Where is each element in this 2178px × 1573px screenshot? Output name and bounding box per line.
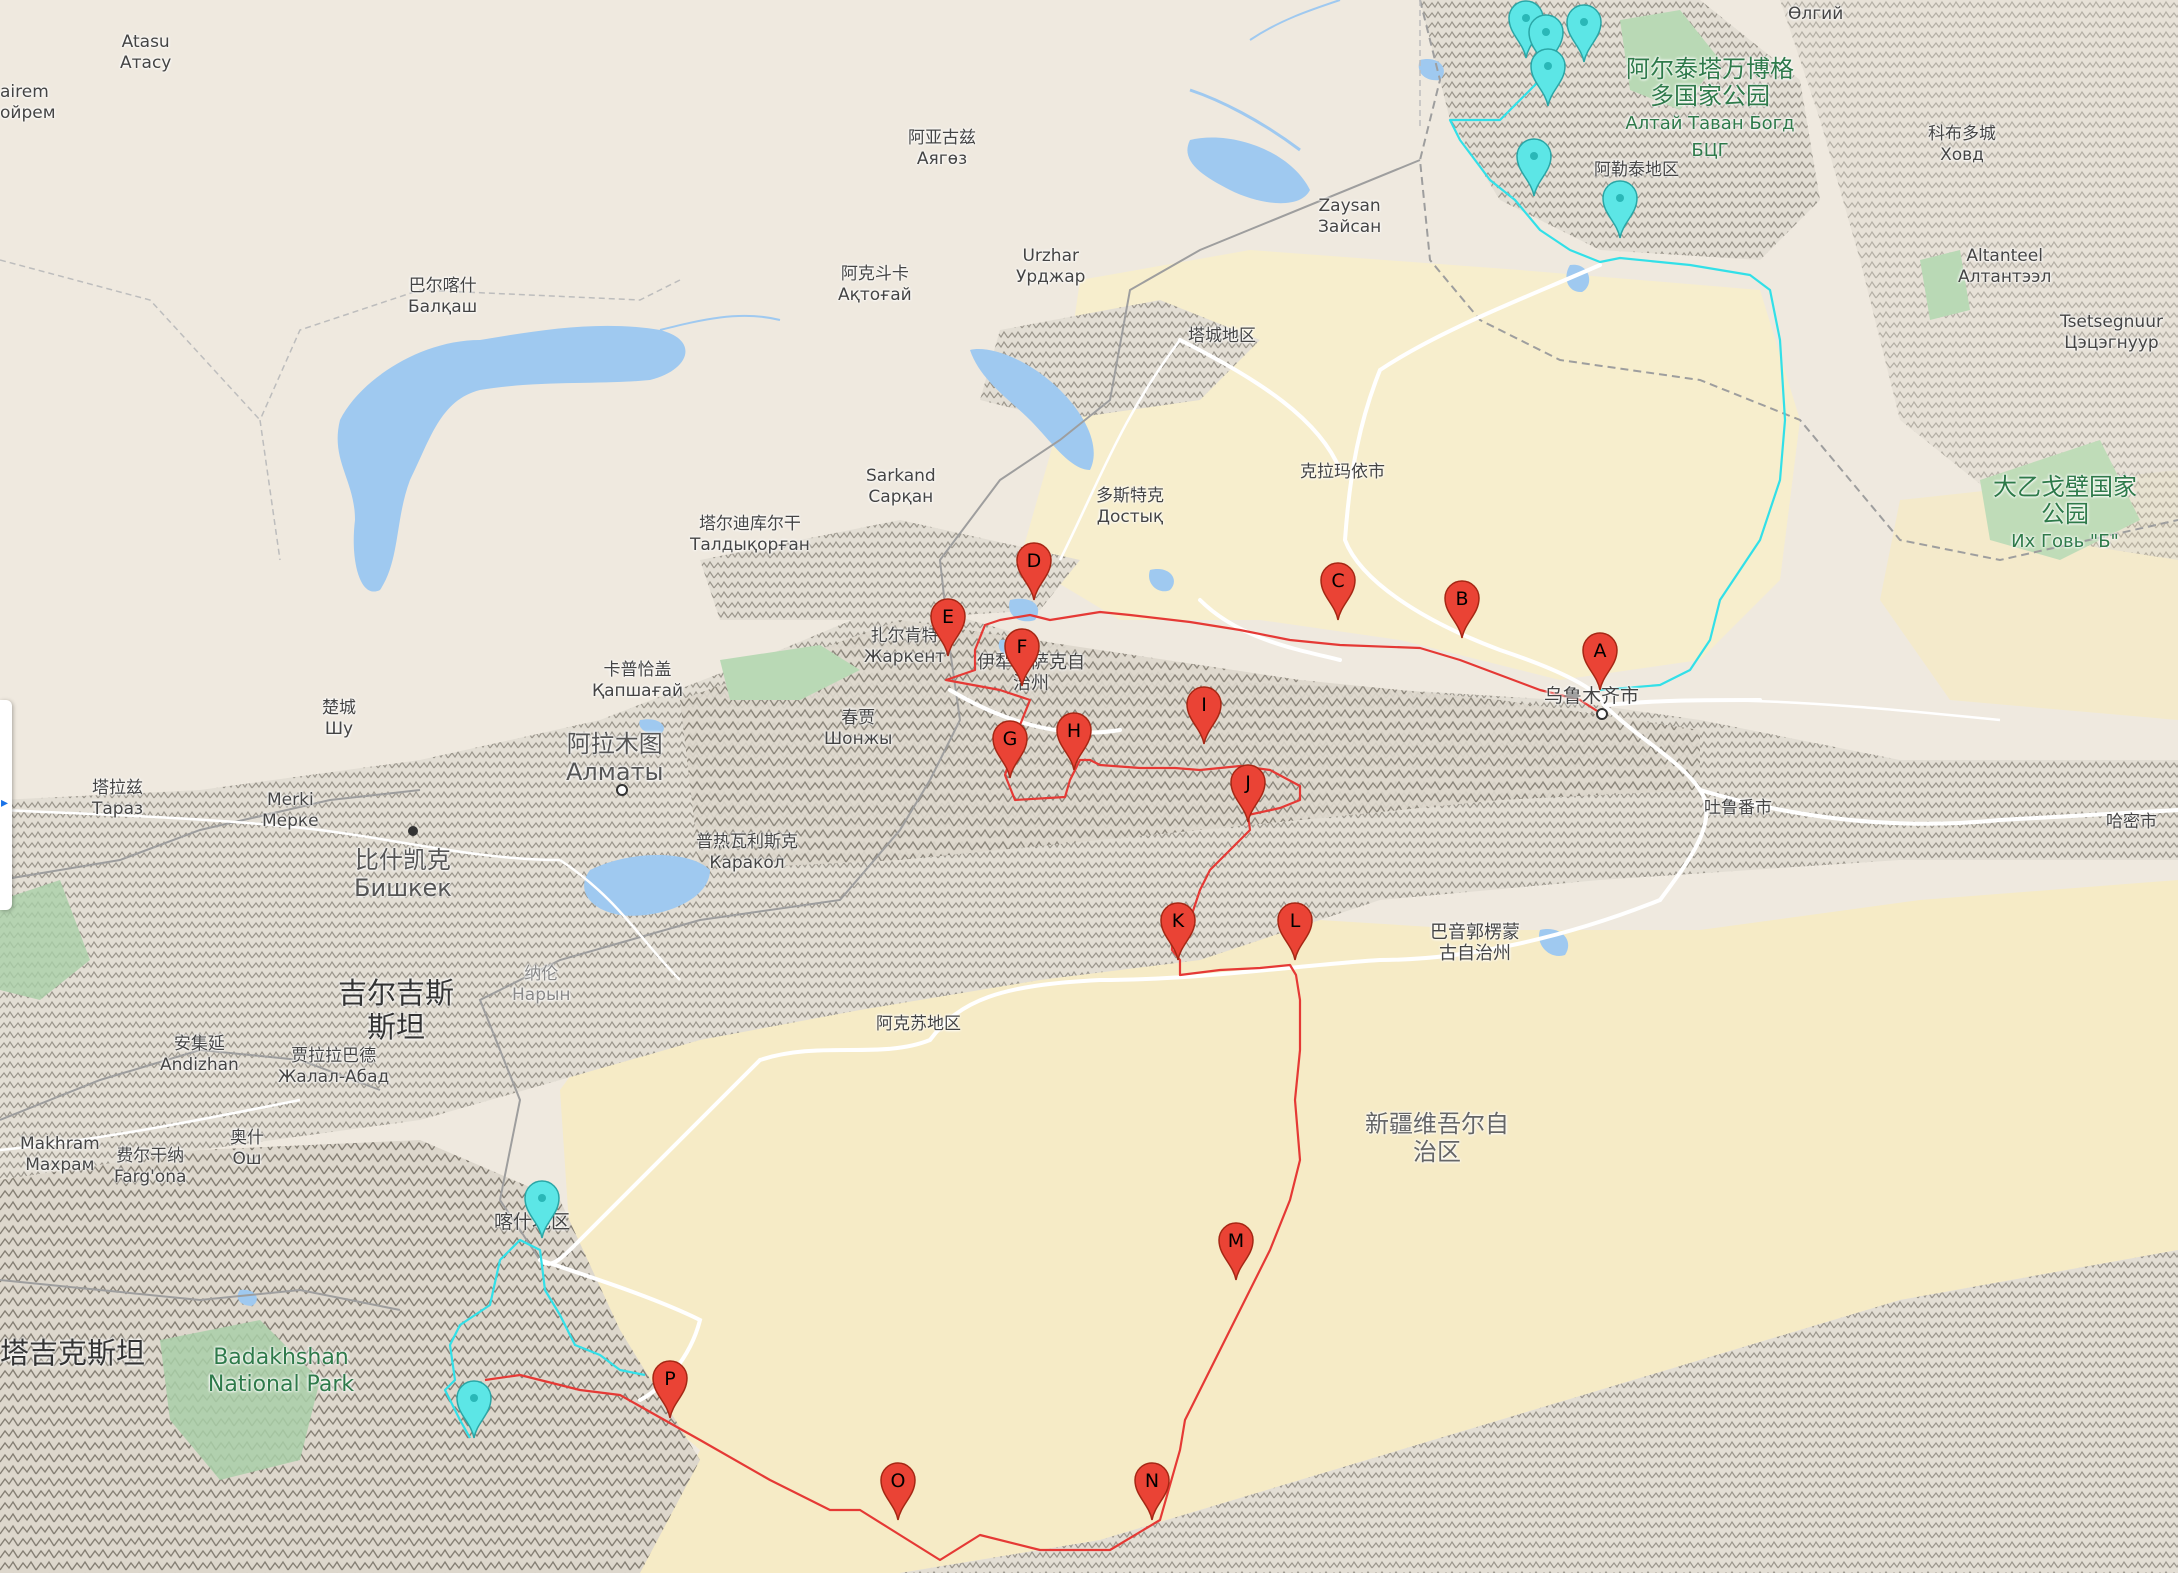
label-andijan: 安集延 Andizhan	[160, 1034, 239, 1075]
marker-letter: C	[1331, 570, 1344, 592]
route-marker-a[interactable]: A	[1582, 632, 1618, 691]
waypoint-marker-cyan-4[interactable]	[1530, 48, 1566, 107]
label-atasu: Atasu Атасу	[120, 32, 172, 73]
marker-letter: E	[942, 606, 954, 628]
waypoint-marker-cyan-5[interactable]	[1516, 138, 1552, 197]
route-marker-n[interactable]: N	[1134, 1462, 1170, 1521]
marker-letter: B	[1455, 588, 1468, 610]
route-marker-j[interactable]: J	[1230, 764, 1266, 823]
label-tsetsegnuur: Tsetsegnuur Цэцэгнуур	[2060, 312, 2163, 353]
marker-dot	[1580, 18, 1588, 26]
marker-letter: F	[1017, 636, 1028, 658]
marker-letter: O	[891, 1470, 906, 1492]
label-gobi-park: 大乙戈壁国家公园 Их Говь "Б"	[1993, 473, 2137, 553]
label-zaysan: Zaysan Зайсан	[1318, 196, 1382, 237]
marker-dot	[1530, 152, 1538, 160]
label-merki: Merki Мерке	[262, 790, 319, 831]
label-balkhash: 巴尔喀什 Балқаш	[408, 276, 478, 317]
route-marker-c[interactable]: C	[1320, 562, 1356, 621]
route-marker-f[interactable]: F	[1004, 628, 1040, 687]
city-dot-urumqi	[1596, 708, 1608, 720]
marker-letter: A	[1594, 640, 1607, 662]
marker-dot	[1522, 14, 1530, 22]
label-bishkek: 比什凯克 Бишкек	[354, 846, 452, 902]
label-hami: 哈密市	[2106, 812, 2157, 832]
label-tajikistan: 塔吉克斯坦	[0, 1336, 146, 1370]
label-aksu: 阿克苏地区	[876, 1014, 961, 1034]
route-marker-i[interactable]: I	[1186, 686, 1222, 745]
waypoint-marker-cyan-8[interactable]	[456, 1380, 492, 1439]
label-urzhar: Urzhar Урджар	[1016, 246, 1086, 287]
label-fergana: 费尔干纳 Farg'ona	[114, 1146, 187, 1187]
marker-letter: K	[1172, 910, 1185, 932]
route-marker-o[interactable]: O	[880, 1462, 916, 1521]
label-almaty: 阿拉木图 Алматы	[566, 730, 664, 786]
marker-letter: M	[1228, 1230, 1244, 1252]
capital-dot-bishkek	[408, 826, 418, 836]
marker-letter: D	[1027, 550, 1042, 572]
label-zharkent: 扎尔肯特 Жаркент	[864, 626, 946, 667]
marker-letter: L	[1290, 910, 1301, 932]
label-urumqi: 乌鲁木齐市	[1544, 685, 1640, 707]
label-altanteel: Altanteel Алтантээл	[1958, 246, 2052, 287]
label-jalalabad: 贾拉拉巴德 Жалал-Абад	[278, 1046, 390, 1087]
marker-letter: J	[1244, 772, 1251, 794]
chevron-right-icon: ▸	[1, 795, 9, 811]
label-altai-park: 阿尔泰塔万博格多国家公园 Алтай Таван Богд БЦГ	[1625, 55, 1795, 162]
marker-dot	[1616, 194, 1624, 202]
waypoint-marker-cyan-6[interactable]	[1602, 180, 1638, 239]
route-marker-b[interactable]: B	[1444, 580, 1480, 639]
label-dostyk: 多斯特克 Достық	[1096, 486, 1164, 527]
waypoint-marker-cyan-7[interactable]	[524, 1180, 560, 1239]
label-naryn: 纳伦 Нарын	[512, 964, 571, 1005]
route-marker-d[interactable]: D	[1016, 542, 1052, 601]
marker-letter: H	[1067, 720, 1081, 742]
label-bayingol: 巴音郭楞蒙古自治州	[1430, 922, 1520, 964]
label-aktogay: 阿克斗卡 Ақтоғай	[838, 264, 912, 305]
label-airem: airem ойрем	[0, 82, 56, 123]
marker-letter: G	[1003, 728, 1018, 750]
route-marker-m[interactable]: M	[1218, 1222, 1254, 1281]
route-marker-p[interactable]: P	[652, 1360, 688, 1419]
marker-dot	[1542, 28, 1550, 36]
label-sarkand: Sarkand Сарқан	[866, 466, 936, 507]
route-marker-l[interactable]: L	[1277, 902, 1313, 961]
label-karamay: 克拉玛依市	[1300, 462, 1385, 482]
marker-dot	[470, 1394, 478, 1402]
label-xinjiang: 新疆维吾尔自治区	[1365, 1110, 1509, 1166]
route-marker-e[interactable]: E	[930, 598, 966, 657]
label-kyrgyzstan: 吉尔吉斯斯坦	[337, 976, 454, 1044]
label-taldykorgan: 塔尔迪库尔干 Талдықорған	[690, 514, 810, 555]
marker-dot	[538, 1194, 546, 1202]
label-makhram: Makhram Махрам	[20, 1134, 100, 1175]
label-altay: 阿勒泰地区	[1594, 160, 1679, 180]
label-tacheng: 塔城地区	[1188, 326, 1256, 346]
marker-letter: N	[1145, 1470, 1159, 1492]
label-taraz: 塔拉兹 Тараз	[92, 778, 144, 819]
label-kapshagay: 卡普恰盖 Қапшағай	[592, 660, 684, 701]
waypoint-marker-cyan-2[interactable]	[1528, 14, 1564, 73]
city-dot-almaty	[616, 784, 628, 796]
label-olgii: Өлгий	[1788, 4, 1844, 24]
label-turpan: 吐鲁番市	[1704, 798, 1772, 818]
label-karakol: 普热瓦利斯克 Каракол	[696, 832, 798, 873]
route-marker-h[interactable]: H	[1056, 712, 1092, 771]
marker-dot	[1544, 62, 1552, 70]
label-osh: 奥什 Ош	[230, 1128, 264, 1169]
route-marker-k[interactable]: K	[1160, 902, 1196, 961]
marker-letter: I	[1201, 694, 1207, 716]
label-khovd: 科布多城 Ховд	[1928, 124, 1996, 165]
label-ayagoz: 阿亚古兹 Аягөз	[908, 128, 976, 169]
side-panel-toggle[interactable]: ▸	[0, 700, 12, 910]
label-badakhshan: Badakhshan National Park	[207, 1345, 355, 1397]
marker-letter: P	[664, 1368, 675, 1390]
label-chunja: 春贾 Шонжы	[824, 708, 893, 749]
route-marker-g[interactable]: G	[992, 720, 1028, 779]
waypoint-marker-cyan-3[interactable]	[1566, 4, 1602, 63]
label-shu: 楚城 Шу	[322, 698, 356, 739]
